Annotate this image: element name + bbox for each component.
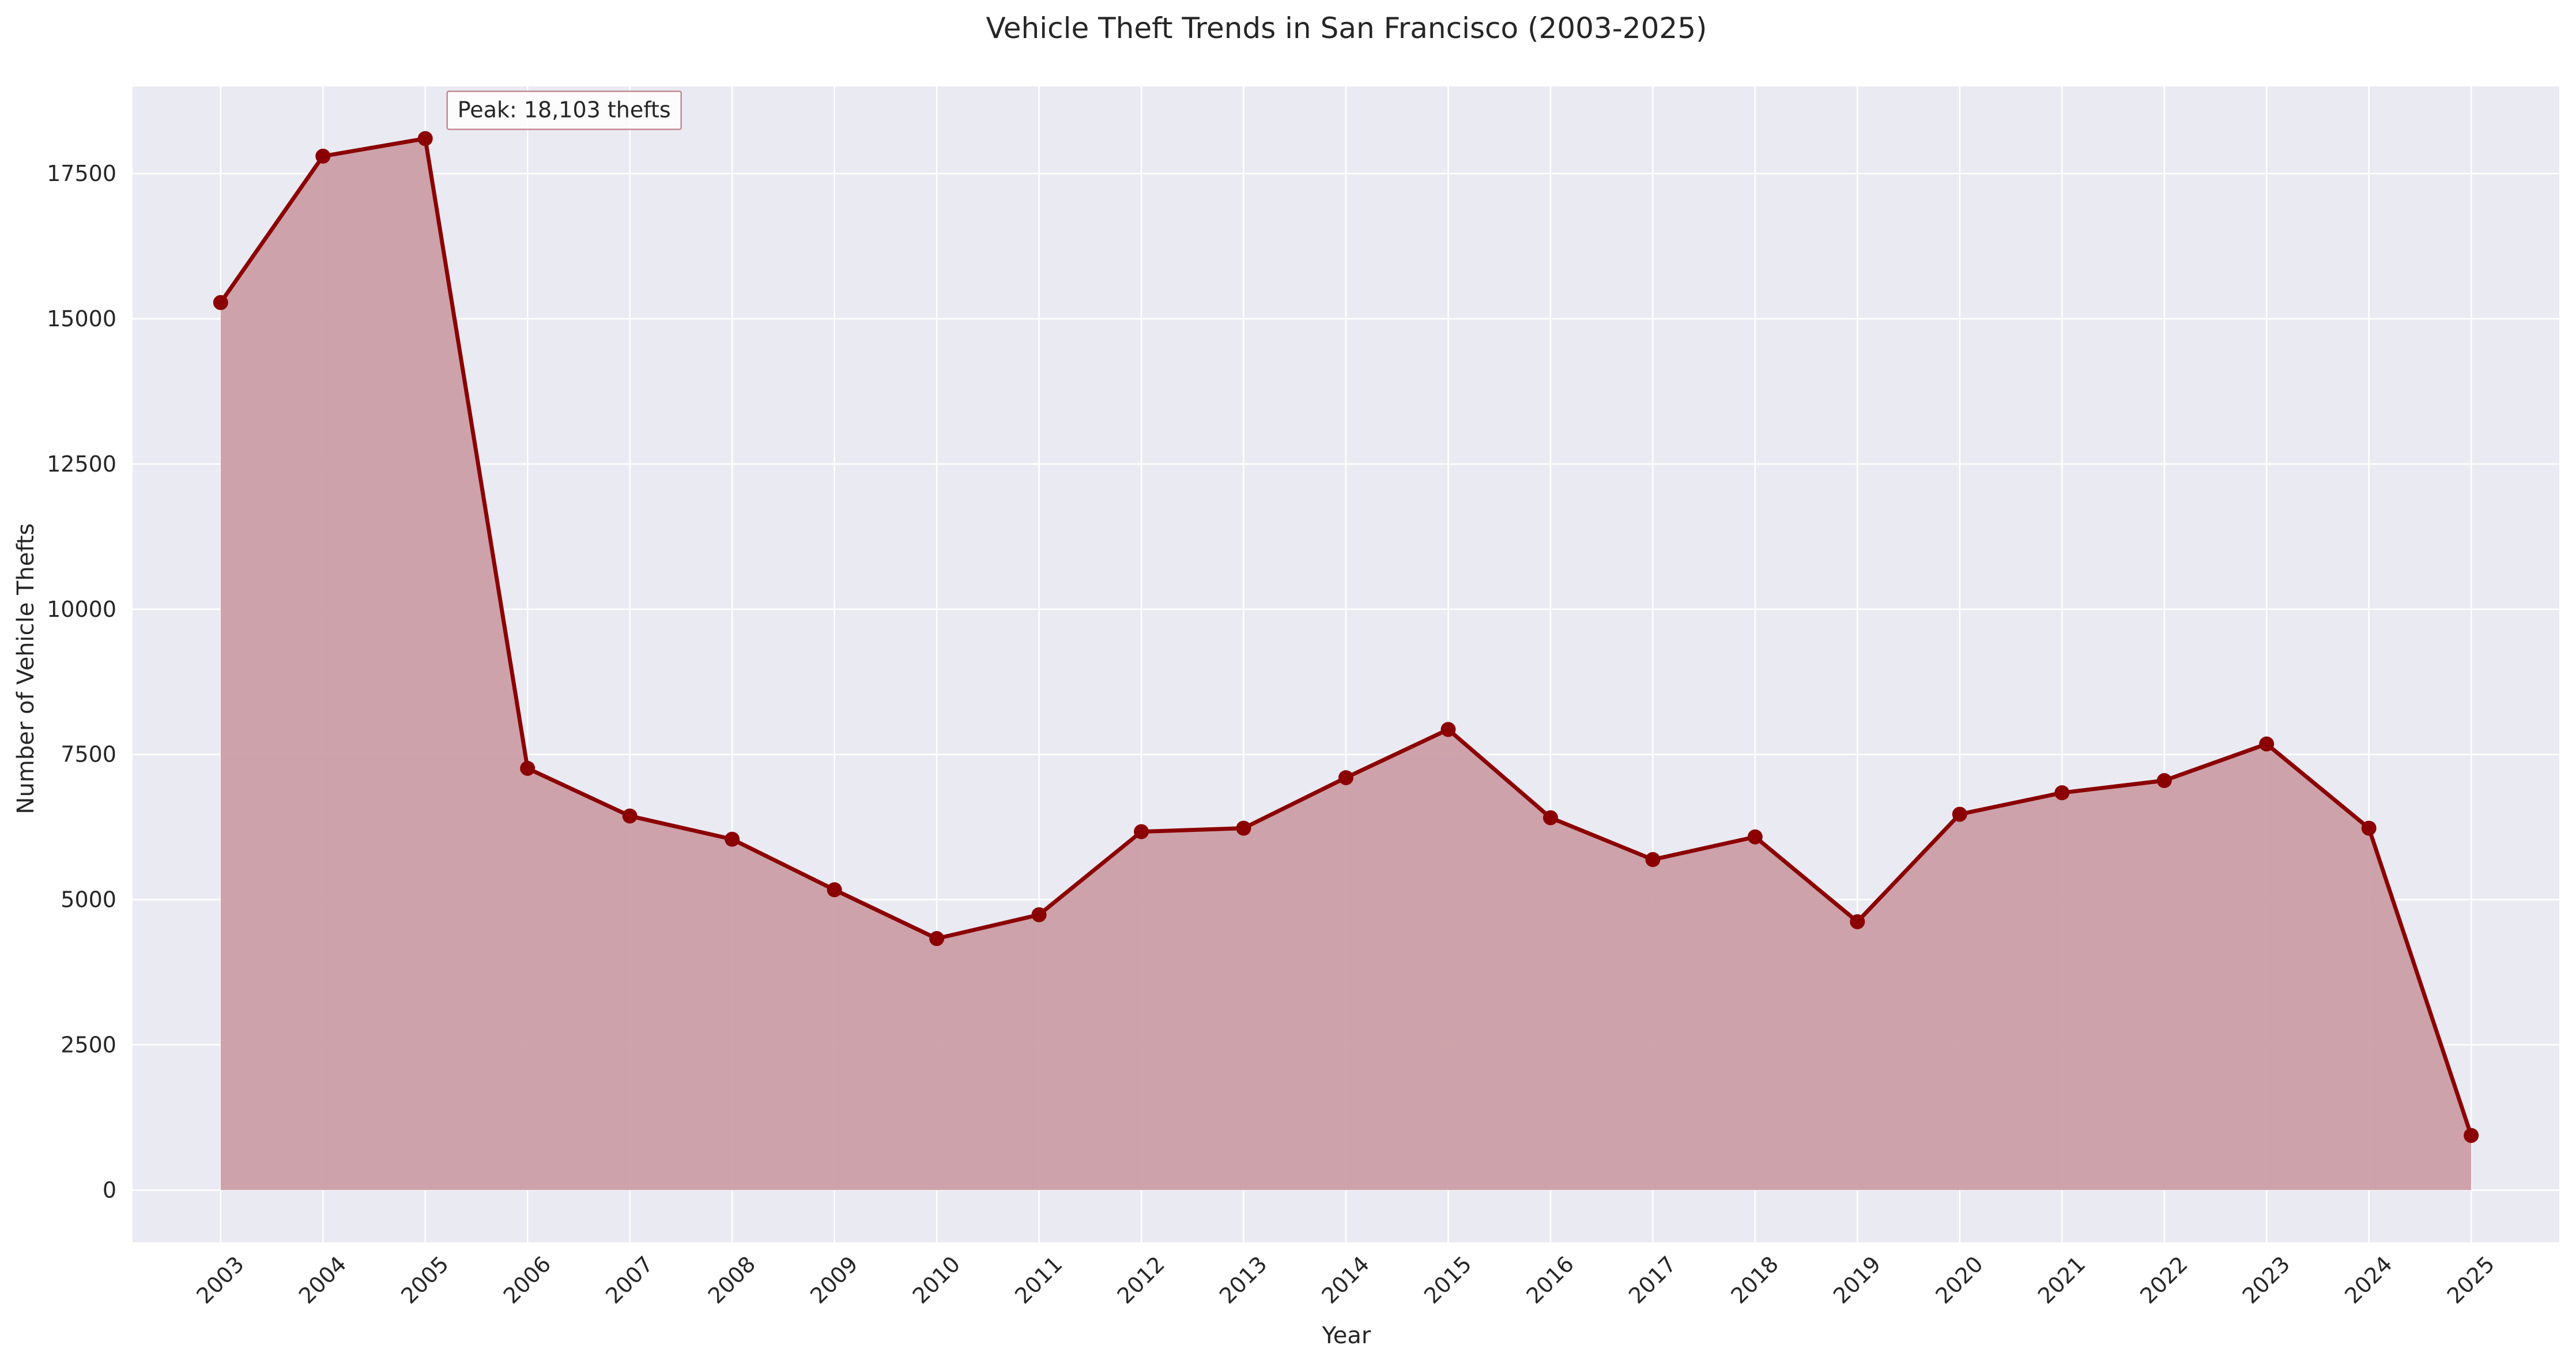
x-tick-label: 2012 (1112, 1252, 1170, 1309)
y-tick-label: 12500 (47, 451, 116, 477)
x-tick-label: 2004 (294, 1252, 352, 1309)
data-point (315, 148, 331, 164)
data-point (1338, 770, 1353, 785)
x-tick-label: 2008 (703, 1252, 761, 1309)
data-point (1440, 722, 1456, 737)
x-tick-label: 2016 (1521, 1252, 1579, 1309)
data-point (929, 931, 945, 947)
data-point (2464, 1128, 2479, 1143)
x-tick-label: 2009 (805, 1252, 863, 1309)
x-tick-label: 2005 (396, 1252, 454, 1309)
data-point (2156, 773, 2172, 789)
x-axis-label: Year (1322, 1322, 1371, 1349)
chart-title: Vehicle Theft Trends in San Francisco (2… (986, 12, 1707, 45)
x-tick-label: 2020 (1930, 1252, 1988, 1309)
y-tick-label: 2500 (61, 1032, 116, 1057)
x-tick-label: 2014 (1317, 1252, 1375, 1309)
x-tick-label: 2003 (191, 1252, 249, 1309)
x-tick-label: 2023 (2238, 1252, 2295, 1309)
y-tick-label: 10000 (47, 597, 116, 622)
data-point (2259, 736, 2275, 752)
data-point (2361, 820, 2377, 836)
peak-annotation: Peak: 18,103 thefts (458, 97, 671, 122)
data-point (520, 760, 535, 776)
data-point (2054, 785, 2070, 801)
x-tick-label: 2022 (2135, 1252, 2193, 1309)
y-axis-label: Number of Vehicle Thefts (13, 523, 39, 815)
x-tick-label: 2015 (1419, 1252, 1477, 1309)
data-point (622, 808, 638, 824)
y-tick-label: 17500 (47, 161, 116, 186)
x-tick-label: 2024 (2340, 1252, 2397, 1309)
data-point (1747, 829, 1763, 845)
y-tick-label: 15000 (47, 306, 116, 331)
x-tick-label: 2006 (499, 1252, 556, 1309)
x-tick-label: 2021 (2033, 1252, 2091, 1309)
area-fill-layer (220, 138, 2472, 1190)
data-point (213, 295, 228, 310)
data-point (1952, 807, 1967, 822)
data-point (827, 882, 842, 898)
data-points-layer (213, 131, 2479, 1143)
data-point (1850, 914, 1865, 929)
y-tick-label: 5000 (61, 887, 116, 913)
data-point (1236, 820, 1251, 836)
data-point (725, 831, 740, 847)
annotation-box (446, 91, 682, 130)
x-tick-label: 2013 (1215, 1252, 1272, 1309)
annotation-layer: Peak: 18,103 thefts (446, 91, 682, 130)
data-point (1134, 824, 1149, 839)
y-tick-label: 7500 (61, 742, 116, 767)
data-point (1542, 810, 1558, 826)
x-tick-label: 2010 (908, 1252, 965, 1309)
x-tick-label: 2007 (601, 1252, 658, 1309)
area-fill (220, 138, 2472, 1190)
y-tick-label: 0 (103, 1177, 116, 1203)
data-point (417, 131, 433, 146)
data-point (1645, 852, 1661, 868)
x-tick-label: 2011 (1010, 1252, 1068, 1309)
data-point (1031, 907, 1047, 922)
x-tick-label: 2019 (1828, 1252, 1886, 1309)
x-tick-label: 2017 (1624, 1252, 1681, 1309)
x-tick-label: 2018 (1726, 1252, 1783, 1309)
x-tick-label: 2025 (2442, 1252, 2500, 1309)
